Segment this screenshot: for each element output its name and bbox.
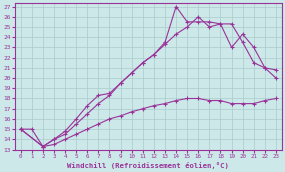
X-axis label: Windchill (Refroidissement éolien,°C): Windchill (Refroidissement éolien,°C) <box>67 162 229 169</box>
